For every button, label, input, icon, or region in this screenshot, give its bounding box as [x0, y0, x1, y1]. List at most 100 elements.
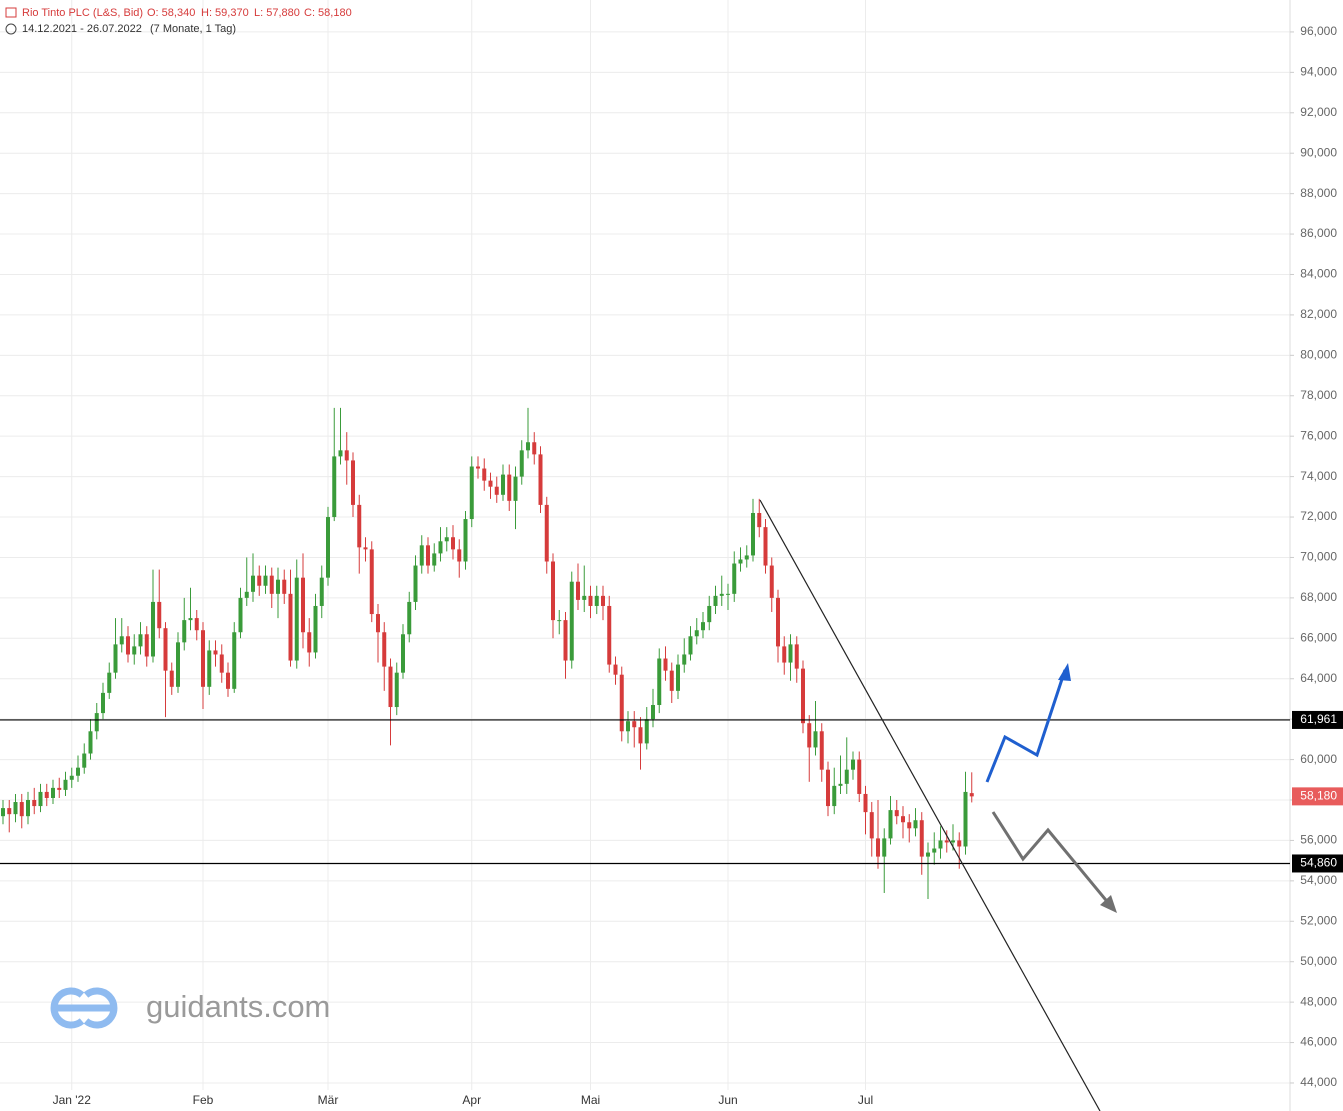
y-tick-label: 90,000 [1300, 145, 1337, 159]
candle-body [538, 454, 543, 505]
candle-body [926, 852, 930, 857]
candle-body [644, 719, 649, 744]
bull-arrow [985, 669, 1067, 783]
candle-body [419, 545, 424, 566]
candle-body [694, 630, 699, 637]
y-tick-label: 56,000 [1300, 833, 1337, 847]
candle-body [232, 632, 237, 689]
candle-body [513, 476, 518, 501]
candle-body [157, 601, 162, 629]
candle-body [657, 658, 662, 706]
candle-body [7, 808, 12, 815]
candle-body [963, 791, 968, 847]
candle-body [344, 450, 349, 461]
y-tick-label: 68,000 [1300, 590, 1337, 604]
candle-body [632, 721, 637, 728]
candle-body [857, 759, 862, 794]
candle-body [969, 793, 974, 797]
candle-body [788, 644, 793, 663]
y-tick-label: 94,000 [1300, 65, 1337, 79]
level-label: 54,860 [1300, 856, 1337, 870]
candle-body [244, 591, 249, 598]
candle-body [707, 605, 712, 623]
candle-body [19, 802, 24, 817]
candle-body [776, 597, 780, 647]
candle-body [563, 620, 568, 661]
y-tick-label: 78,000 [1300, 388, 1337, 402]
candle-body [769, 565, 774, 598]
candle-body [388, 666, 393, 708]
candle-body [88, 731, 93, 754]
y-tick-label: 74,000 [1300, 469, 1337, 483]
candle-body [307, 632, 312, 653]
candle-body [63, 779, 68, 790]
candle-body [338, 450, 343, 457]
y-tick-label: 50,000 [1300, 954, 1337, 968]
candle-body [951, 840, 955, 843]
candle-body [607, 605, 612, 665]
candle-body [107, 672, 112, 693]
y-tick-label: 80,000 [1300, 348, 1337, 362]
candle-body [382, 632, 387, 667]
candle-body [669, 670, 674, 691]
candle-body [844, 769, 849, 784]
candle-body [276, 579, 280, 594]
candle-body [363, 547, 368, 550]
candle-body [601, 595, 605, 606]
candle-body [94, 713, 99, 732]
y-tick-label: 52,000 [1300, 913, 1337, 927]
candle-body [376, 614, 380, 633]
header: Rio Tinto PLC (L&S, Bid) O: 58,340 H: 59… [5, 7, 352, 19]
candle-body [432, 553, 437, 566]
candle-body [688, 636, 693, 655]
candle-body [726, 593, 730, 595]
y-tick-label: 46,000 [1300, 1035, 1337, 1049]
candle-body [76, 767, 80, 776]
candle-body [457, 549, 462, 562]
watermark-logo [50, 987, 118, 1029]
candle-body [507, 474, 512, 501]
candle-body [494, 486, 499, 495]
y-tick-label: 44,000 [1300, 1075, 1337, 1089]
y-tick-label: 70,000 [1300, 550, 1337, 564]
candle-body [69, 775, 74, 780]
candle-body [238, 597, 243, 633]
candle-body [944, 840, 949, 843]
clock-icon [5, 23, 17, 35]
period: (7 Monate, 1 Tag) [150, 23, 236, 35]
candle-body [882, 838, 887, 857]
candle-body [207, 650, 212, 687]
candle-body [744, 555, 749, 560]
candle-body [838, 783, 843, 786]
candle-body [851, 759, 855, 770]
candle-body [188, 618, 193, 621]
low-value: L: 57,880 [254, 7, 300, 19]
candle-body [219, 654, 224, 673]
candle-body [582, 595, 587, 600]
x-tick-label: Mai [581, 1093, 600, 1107]
candle-body [294, 577, 299, 661]
header-icon [5, 7, 17, 18]
bull-arrow-head [1058, 663, 1071, 681]
candle-body [826, 769, 830, 807]
y-tick-label: 86,000 [1300, 226, 1337, 240]
candle-body [407, 601, 412, 635]
close-value: C: 58,180 [304, 7, 352, 19]
candle-body [357, 504, 362, 548]
candle-body [169, 670, 174, 687]
candle-body [519, 450, 524, 477]
candle-body [101, 692, 105, 714]
candle-body [269, 575, 274, 594]
candle-body [932, 848, 937, 853]
candle-body [701, 622, 705, 631]
candle-body [82, 753, 87, 768]
last-price-box [1292, 787, 1343, 806]
y-tick-label: 92,000 [1300, 105, 1337, 119]
candle-body [51, 787, 55, 798]
grid [0, 0, 1290, 1090]
candle-body [319, 577, 324, 606]
bear-arrow [991, 811, 1112, 906]
high-value: H: 59,370 [201, 7, 249, 19]
candle-body [532, 442, 537, 455]
candle-body [801, 668, 805, 724]
